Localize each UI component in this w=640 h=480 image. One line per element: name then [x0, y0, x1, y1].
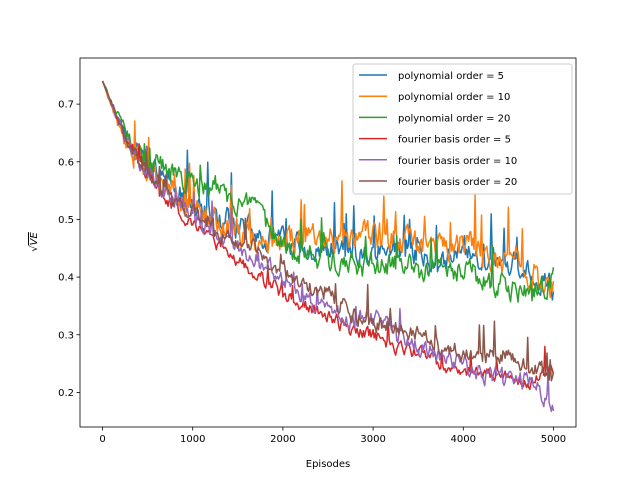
y-tick-label: 0.3: [58, 330, 74, 341]
legend-box: [352, 63, 573, 195]
series-line: [101, 80, 555, 413]
legend-label: fourier basis order = 5: [398, 135, 511, 146]
y-axis-label-text: √VE: [29, 232, 40, 252]
legend-label: fourier basis order = 20: [398, 177, 517, 188]
y-tick-label: 0.6: [58, 157, 74, 168]
series-line: [101, 80, 555, 382]
y-axis-label-inner: VE: [29, 232, 40, 246]
y-axis-label-root: √: [29, 245, 40, 252]
series-line: [101, 80, 555, 303]
y-tick-label: 0.7: [58, 100, 74, 111]
legend-label: polynomial order = 10: [398, 92, 510, 103]
x-tick-label: 4000: [451, 434, 476, 445]
y-tick-label: 0.4: [58, 273, 74, 284]
x-tick-label: 5000: [541, 434, 566, 445]
legend-label: polynomial order = 5: [398, 71, 504, 82]
legend: polynomial order = 5 polynomial order = 1…: [352, 63, 573, 195]
axes-frame: [79, 57, 577, 428]
x-axis-label: Episodes: [306, 459, 350, 470]
legend-label: polynomial order = 20: [398, 113, 510, 124]
legend-label: fourier basis order = 10: [398, 156, 517, 167]
y-tick-label: 0.2: [58, 388, 74, 399]
y-axis: 0.2 0.3 0.4 0.5 0.6 0.7: [58, 100, 80, 399]
plot-lines: [101, 80, 555, 413]
x-tick-label: 2000: [270, 434, 295, 445]
x-tick-label: 0: [99, 434, 105, 445]
series-line: [101, 80, 555, 391]
x-tick-label: 3000: [360, 434, 385, 445]
x-axis: 0 1000 2000 3000 4000 5000: [99, 427, 566, 445]
x-tick-label: 1000: [180, 434, 205, 445]
y-axis-label: √VE: [29, 232, 40, 252]
y-tick-label: 0.5: [58, 215, 74, 226]
